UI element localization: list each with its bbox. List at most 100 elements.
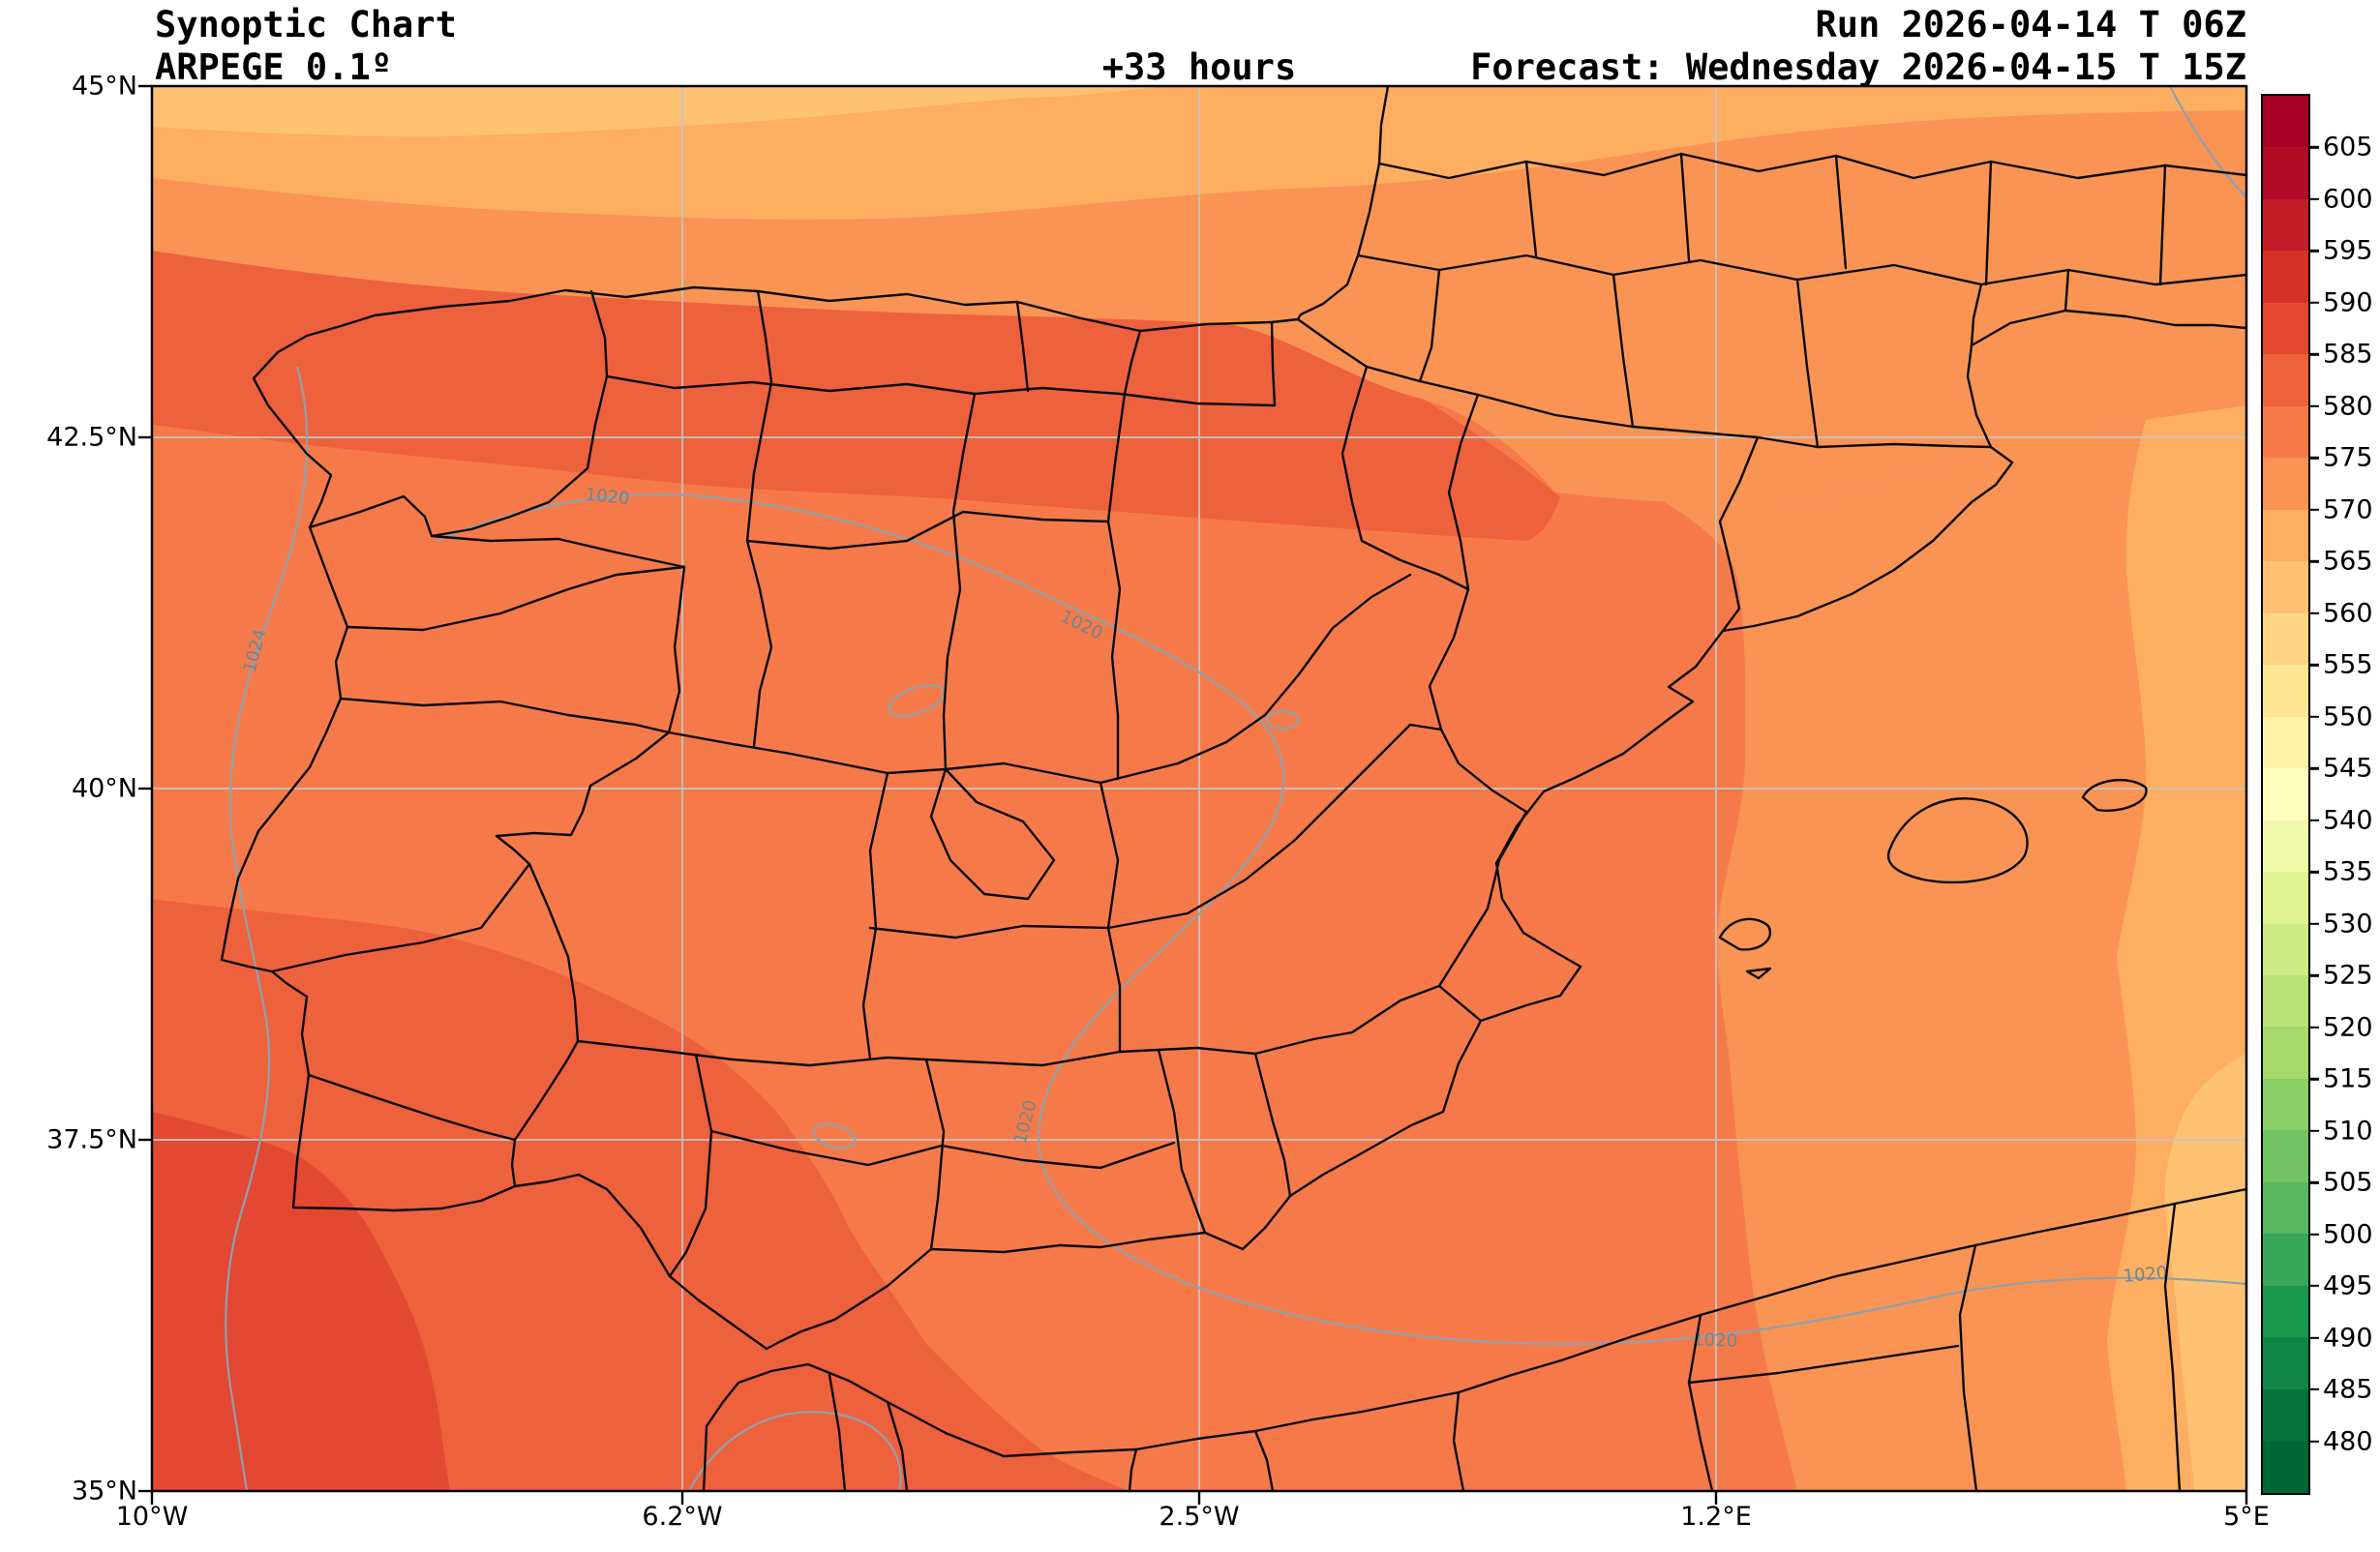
colorbar-tick-label: 505 [2323, 1167, 2373, 1198]
colorbar-segment [2263, 716, 2308, 769]
colorbar-segment [2263, 147, 2308, 199]
colorbar-tick-label: 530 [2323, 909, 2373, 940]
x-tick-6-2W: 6.2°W [642, 1502, 723, 1532]
model-label: ARPEGE 0.1º [155, 46, 393, 88]
colorbar-tick [2308, 560, 2319, 563]
colorbar-tick [2308, 146, 2319, 149]
y-tick-35N: 35°N [71, 1476, 137, 1507]
colorbar-segment [2263, 198, 2308, 252]
x-tick-10W: 10°W [115, 1502, 189, 1532]
colorbar-segments [2263, 96, 2308, 1493]
map-plot: 1024 1020 1020 1020 1020 1020 [138, 84, 2248, 1505]
france-med-coast [1966, 309, 2248, 449]
portugal-admin-boundaries [270, 565, 686, 1142]
colorbar-tick-label: 550 [2323, 701, 2373, 732]
colorbar-tick [2308, 819, 2319, 821]
isobar-label-1020: 1020 [1693, 1329, 1738, 1352]
france-admin-boundaries [1356, 152, 2248, 449]
colorbar-segment [2263, 405, 2308, 459]
colorbar-tick-label: 560 [2323, 598, 2373, 629]
run-label: Run 2026-04-14 T 06Z [1815, 4, 2246, 45]
colorbar-tick [2308, 1388, 2319, 1391]
axis-ticks [138, 84, 2248, 1505]
colorbar-tick-label: 590 [2323, 287, 2373, 318]
colorbar-tick [2308, 715, 2319, 718]
x-tick-5E: 5°E [2223, 1502, 2270, 1532]
y-tick-42-5N: 42.5°N [46, 422, 137, 453]
isobar-label-1020: 1020 [585, 485, 631, 510]
colorbar-segment [2263, 1388, 2308, 1442]
colorbar-tick [2308, 612, 2319, 615]
colorbar-tick-label: 580 [2323, 391, 2373, 422]
colorbar-tick [2308, 664, 2319, 667]
y-tick-40N: 40°N [71, 773, 137, 804]
isobar-contours [225, 85, 2247, 1492]
colorbar-segment [2263, 1130, 2308, 1182]
forecast-label: Forecast: Wednesday 2026-04-15 T 15Z [1470, 46, 2246, 88]
colorbar-segment [2263, 251, 2308, 303]
colorbar-tick-label: 545 [2323, 753, 2373, 784]
colorbar-segment [2263, 1234, 2308, 1286]
colorbar-tick [2308, 922, 2319, 925]
colorbar-segment [2263, 561, 2308, 613]
coastline-borders [220, 84, 2248, 1493]
colorbar-tick [2308, 1284, 2319, 1288]
plot-frame [138, 84, 2248, 1505]
x-tick-2-5W: 2.5°W [1159, 1502, 1240, 1532]
north-africa-boundaries [702, 1187, 2248, 1493]
colorbar-tick-label: 540 [2323, 805, 2373, 836]
colorbar-segment [2263, 1181, 2308, 1235]
colorbar-tick [2308, 1233, 2319, 1236]
colorbar-segment [2263, 302, 2308, 355]
colorbar-tick [2308, 973, 2319, 977]
colorbar: 605 600 595 590 585 580 575 570 565 560 555 550 545 5… [2261, 94, 2373, 1495]
colorbar-segment [2263, 1285, 2308, 1338]
colorbar-segment [2263, 872, 2308, 924]
colorbar-segment [2263, 974, 2308, 1028]
colorbar-segment [2263, 1337, 2308, 1389]
lead-time-label: +33 hours [1101, 46, 1297, 88]
fill-585-590-south-west-core [152, 1112, 450, 1491]
page-title: Synoptic Chart [155, 4, 457, 45]
colorbar-tick-label: 520 [2323, 1012, 2373, 1043]
colorbar-segment [2263, 768, 2308, 821]
colorbar-segment [2263, 96, 2308, 148]
colorbar-segment [2263, 820, 2308, 873]
colorbar-tick-label: 575 [2323, 442, 2373, 473]
map-canvas: 1024 1020 1020 1020 1020 1020 [138, 84, 2248, 1505]
colorbar-tick-label: 495 [2323, 1270, 2373, 1301]
colorbar-tick-label: 555 [2323, 649, 2373, 680]
colorbar-tick-label: 600 [2323, 184, 2373, 215]
colorbar-tick-label: 525 [2323, 960, 2373, 991]
colorbar-tick [2308, 1180, 2319, 1184]
colorbar-tick [2308, 1026, 2319, 1029]
fill-560-565-south-east [2164, 1054, 2246, 1491]
colorbar-segment [2263, 458, 2308, 510]
africa-coastline [702, 1187, 2248, 1493]
colorbar-tick [2308, 508, 2319, 512]
colorbar-tick [2308, 767, 2319, 770]
colorbar-tick [2308, 197, 2319, 201]
colorbar-tick-label: 595 [2323, 235, 2373, 266]
fill-560-565-top-left [152, 86, 1168, 137]
y-tick-37-5N: 37.5°N [46, 1124, 137, 1155]
colorbar-tick-label: 485 [2323, 1374, 2373, 1405]
balearic-islands [1718, 778, 2148, 980]
colorbar-tick-label: 515 [2323, 1063, 2373, 1094]
colorbar-tick [2308, 353, 2319, 356]
colorbar-tick-label: 570 [2323, 494, 2373, 525]
colorbar-tick-label: 490 [2323, 1323, 2373, 1354]
colorbar-tick [2308, 871, 2319, 874]
gridlines [152, 86, 2246, 1491]
portugal-spain-border [308, 494, 686, 1188]
colorbar-segment [2263, 509, 2308, 562]
colorbar-tick-label: 500 [2323, 1219, 2373, 1250]
colorbar-segment [2263, 354, 2308, 406]
colorbar-segment [2263, 1078, 2308, 1131]
colorbar-segment [2263, 612, 2308, 666]
colorbar-tick [2308, 1440, 2319, 1443]
colorbar-segment [2263, 665, 2308, 717]
colorbar-segment [2263, 1441, 2308, 1493]
colorbar-tick [2308, 1129, 2319, 1132]
